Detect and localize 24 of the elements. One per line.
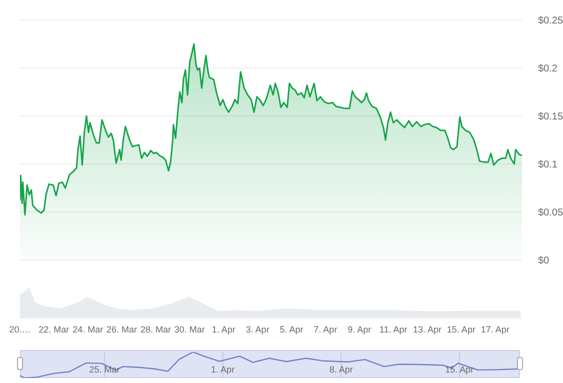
x-tick-label: 30. Mar xyxy=(174,324,205,334)
x-tick-label: 5. Apr xyxy=(280,324,304,334)
x-tick-label: 1. Apr xyxy=(211,364,235,374)
y-tick-label: $0 xyxy=(538,256,550,267)
x-tick-label: 20.… xyxy=(9,324,31,334)
x-tick-label: 7. Apr xyxy=(314,324,338,334)
x-tick-label: 26. Mar xyxy=(106,324,138,334)
y-tick-label: $0.15 xyxy=(538,112,563,123)
x-tick-label: 1. Apr xyxy=(212,324,236,334)
x-tick-label: 24. Mar xyxy=(72,324,104,334)
x-tick-label: 8. Apr xyxy=(329,364,353,374)
x-tick-label: 17. Apr xyxy=(480,324,510,334)
x-tick-label: 9. Apr xyxy=(348,324,372,334)
y-tick-label: $0.05 xyxy=(538,208,563,219)
x-tick-label: 15. Apr xyxy=(446,324,476,334)
y-tick-label: $0.2 xyxy=(538,64,558,75)
y-tick-label: $0.1 xyxy=(538,160,558,171)
y-tick-label: $0.25 xyxy=(538,16,563,27)
x-tick-label: 11. Apr xyxy=(379,324,408,334)
x-tick-label: 28. Mar xyxy=(140,324,172,334)
x-tick-label: 22. Mar xyxy=(38,324,70,334)
x-tick-label: 13. Apr xyxy=(412,324,442,334)
x-tick-label: 15. Apr xyxy=(445,364,474,374)
x-tick-label: 3. Apr xyxy=(246,324,270,334)
